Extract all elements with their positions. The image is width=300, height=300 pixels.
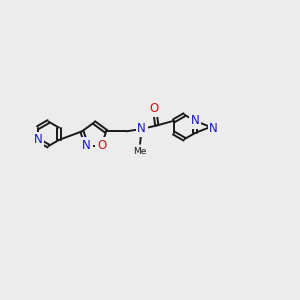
Text: Me: Me	[134, 147, 147, 156]
Text: N: N	[33, 134, 42, 146]
Text: N: N	[137, 122, 146, 136]
Text: O: O	[150, 102, 159, 116]
Text: N: N	[82, 139, 91, 152]
Text: N: N	[190, 114, 199, 127]
Text: N: N	[209, 122, 218, 135]
Text: O: O	[97, 139, 106, 152]
